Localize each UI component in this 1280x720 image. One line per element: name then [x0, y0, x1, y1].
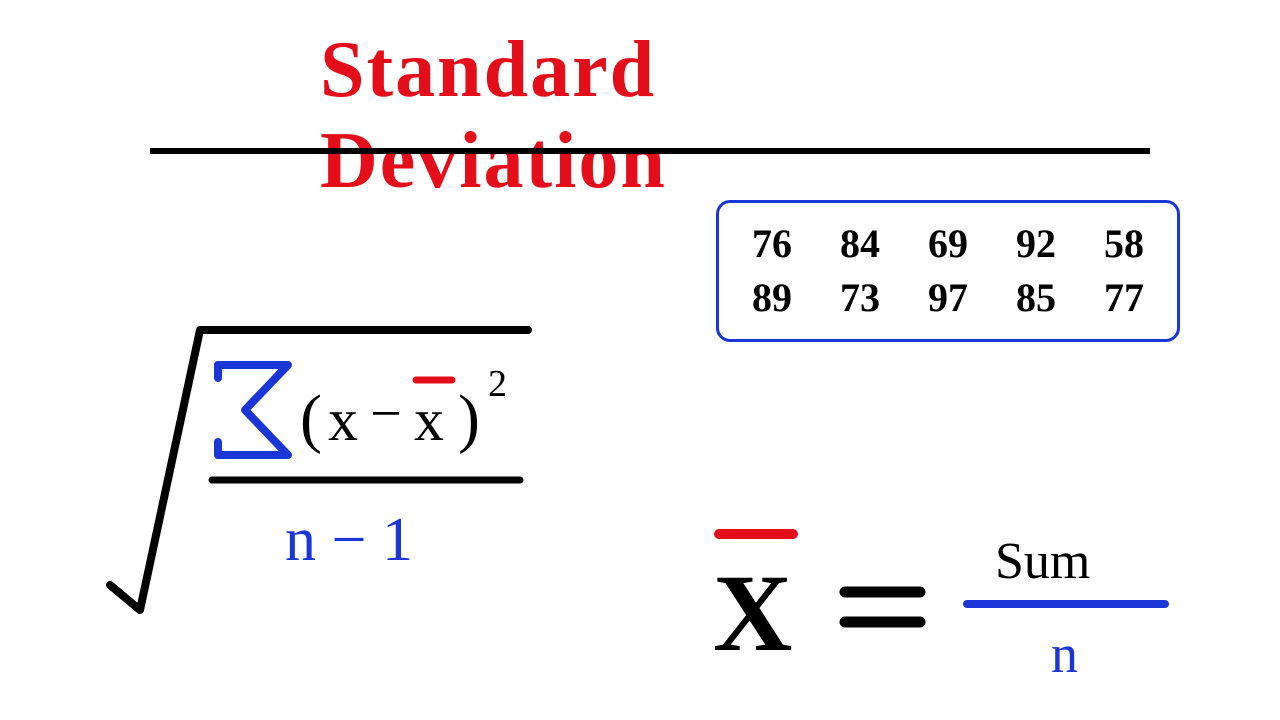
sigma-icon: [218, 365, 288, 455]
data-row-2: 89 73 97 85 77: [745, 271, 1151, 325]
mean-denominator: n: [1051, 624, 1078, 684]
data-cell: 92: [1009, 217, 1063, 271]
denominator: n − 1: [285, 506, 413, 574]
data-cell: 58: [1097, 217, 1151, 271]
data-box: 76 84 69 92 58 89 73 97 85 77: [716, 200, 1180, 342]
data-row-1: 76 84 69 92 58: [745, 217, 1151, 271]
data-cell: 97: [921, 271, 975, 325]
data-cell: 76: [745, 217, 799, 271]
mean-formula: X Sum n: [695, 500, 1215, 680]
data-cell: 73: [833, 271, 887, 325]
data-cell: 69: [921, 217, 975, 271]
mean-xbar: X: [713, 552, 792, 674]
numerator-rparen: ): [458, 382, 480, 455]
numerator-xbar: x: [414, 387, 444, 453]
numerator-exp: 2: [488, 363, 507, 405]
data-cell: 84: [833, 217, 887, 271]
data-cell: 89: [745, 271, 799, 325]
numerator-minus: −: [370, 383, 402, 445]
data-cell: 77: [1097, 271, 1151, 325]
std-deviation-formula: ( x − x ) 2 n − 1: [90, 310, 570, 630]
data-cell: 85: [1009, 271, 1063, 325]
numerator-x: x: [328, 387, 358, 453]
title-underline: [150, 148, 1150, 154]
page-title: Standard Deviation: [320, 25, 960, 207]
numerator-lparen: (: [300, 382, 322, 455]
mean-numerator: Sum: [995, 533, 1090, 590]
